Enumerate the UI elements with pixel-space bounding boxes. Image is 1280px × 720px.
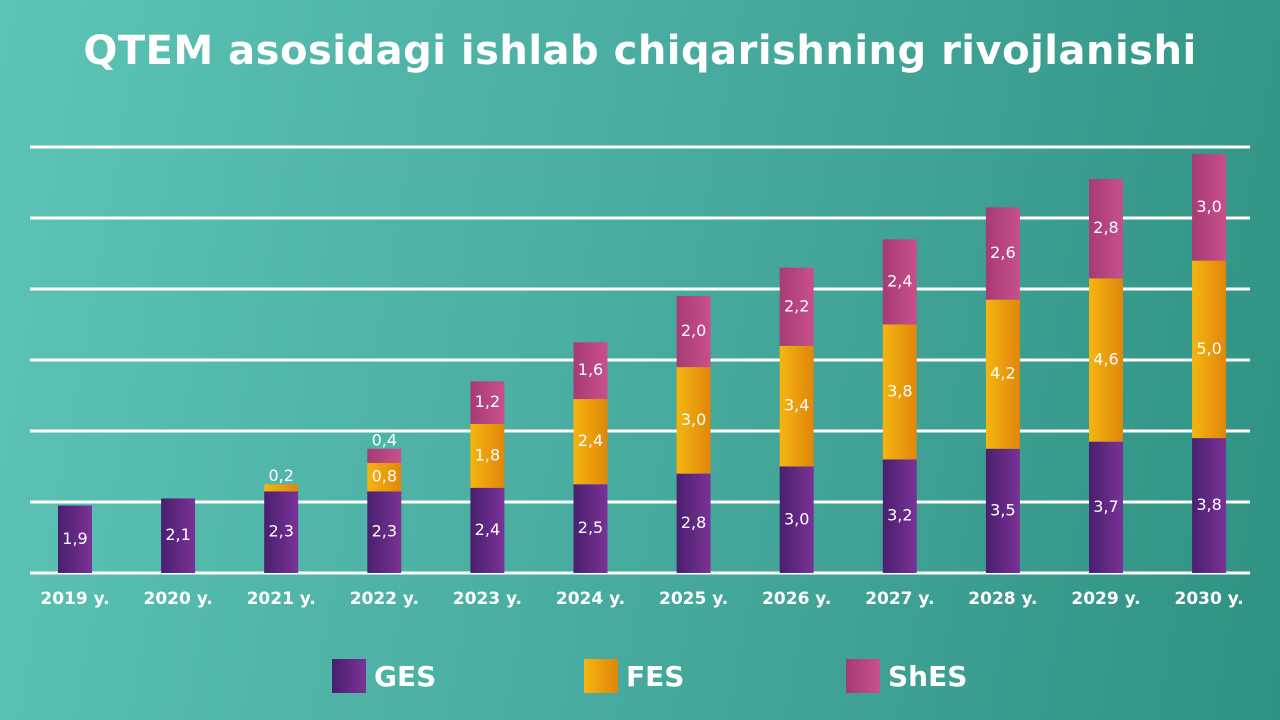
bar-segment-shes	[1089, 178, 1123, 279]
bar-segment-fes	[1192, 260, 1227, 439]
category-label: 2025 y.	[659, 589, 728, 609]
legend-item-ges: GES	[332, 658, 436, 694]
data-label: 1,9	[62, 529, 87, 548]
data-label: 3,5	[990, 500, 1015, 519]
data-label: 4,6	[1093, 350, 1118, 369]
legend-swatch-shes	[846, 659, 880, 693]
bar-segment-shes	[779, 267, 814, 346]
bar-segment-shes	[985, 207, 1020, 300]
category-label: 2022 y.	[350, 589, 419, 609]
bar-segment-ges	[161, 498, 196, 573]
bar-segment-ges	[1089, 441, 1123, 573]
bar-segment-shes	[1192, 154, 1227, 261]
data-label: 3,4	[784, 396, 809, 415]
category-label: 2027 y.	[865, 589, 934, 609]
bar-segment-ges	[985, 448, 1020, 573]
data-label: 2,8	[681, 513, 706, 532]
chart-title: QTEM asosidagi ishlab chiqarishning rivo…	[83, 28, 1197, 74]
stacked-bar-chart: 1,9 2,1 2,3 0,2 2,3 0,8 0,4 2,4 1,8 1,2 2,5 2,4 1,6 2…	[30, 145, 1250, 609]
bar-segment-fes	[1089, 278, 1123, 442]
bar-segment-ges	[676, 473, 711, 573]
category-label: 2029 y.	[1071, 589, 1140, 609]
data-label: 3,0	[784, 509, 809, 528]
category-label: 2021 y.	[247, 589, 316, 609]
category-label: 2028 y.	[968, 589, 1037, 609]
bar-segment-fes	[676, 367, 711, 474]
bar-segment-ges	[1192, 438, 1227, 573]
category-label: 2026 y.	[762, 589, 831, 609]
legend-label-shes: ShES	[888, 659, 968, 693]
data-label: 1,6	[578, 360, 603, 379]
data-label: 3,8	[1196, 495, 1221, 514]
legend-label-fes: FES	[626, 659, 685, 693]
data-label: 1,2	[475, 392, 500, 411]
data-label: 2,3	[268, 522, 293, 541]
bar-segment-ges	[470, 487, 505, 573]
legend-swatch-ges	[332, 659, 366, 693]
legend-label-ges: GES	[374, 659, 437, 693]
data-label: 2,8	[1093, 218, 1118, 237]
data-label: 3,2	[887, 506, 912, 525]
category-label: 2019 y.	[40, 589, 109, 609]
data-label: 0,2	[268, 466, 293, 485]
bars	[58, 154, 1227, 573]
bar-segment-fes	[573, 399, 608, 485]
data-label: 1,8	[475, 445, 500, 464]
bar-segment-ges	[882, 459, 917, 573]
bar-segment-ges	[367, 491, 402, 573]
bar-segment-fes	[470, 423, 505, 488]
legend: GES FES ShES	[0, 658, 1280, 698]
category-label: 2023 y.	[453, 589, 522, 609]
category-label: 2030 y.	[1174, 589, 1243, 609]
bar-segment-shes	[367, 448, 402, 463]
data-label: 2,2	[784, 296, 809, 315]
bar-segment-shes	[573, 342, 608, 400]
bar-segment-fes	[882, 324, 917, 460]
bar-segment-shes	[882, 239, 917, 325]
bar-segment-shes	[676, 296, 711, 368]
data-label: 2,4	[887, 271, 912, 290]
bar-segment-ges	[779, 466, 814, 573]
data-label: 2,6	[990, 243, 1015, 262]
data-label: 2,1	[165, 525, 190, 544]
bar-segment-ges	[573, 484, 608, 573]
data-label: 0,8	[372, 467, 397, 486]
bar-labels: 1,9 2,1 2,3 0,2 2,3 0,8 0,4 2,4 1,8 1,2 2,5 2,4 1,6 2…	[62, 197, 1222, 548]
bar-segment-ges	[264, 491, 299, 573]
data-label: 2,3	[372, 522, 397, 541]
data-label: 4,2	[990, 364, 1015, 383]
bar-segment-fes	[367, 462, 402, 492]
data-label: 2,0	[681, 321, 706, 340]
bar-segment-fes	[779, 345, 814, 467]
category-labels: 2019 y. 2020 y. 2021 y. 2022 y. 2023 y. 2024 …	[40, 589, 1243, 609]
data-label: 2,4	[475, 520, 500, 539]
bar-segment-shes	[470, 381, 505, 424]
data-label: 3,0	[1196, 197, 1221, 216]
data-label: 2,4	[578, 431, 603, 450]
data-label: 3,8	[887, 381, 912, 400]
legend-item-fes: FES	[584, 658, 684, 694]
data-label: 5,0	[1196, 339, 1221, 358]
data-label: 3,0	[681, 410, 706, 429]
data-label: 0,4	[372, 430, 397, 449]
bar-segment-ges	[58, 505, 92, 573]
bar-segment-fes	[985, 299, 1020, 449]
data-label: 3,7	[1093, 497, 1118, 516]
bar-segment-fes	[264, 484, 299, 492]
category-label: 2024 y.	[556, 589, 625, 609]
data-label: 2,5	[578, 518, 603, 537]
legend-item-shes: ShES	[846, 658, 967, 694]
legend-swatch-fes	[584, 659, 618, 693]
gridlines	[30, 145, 1250, 575]
category-label: 2020 y.	[143, 589, 212, 609]
